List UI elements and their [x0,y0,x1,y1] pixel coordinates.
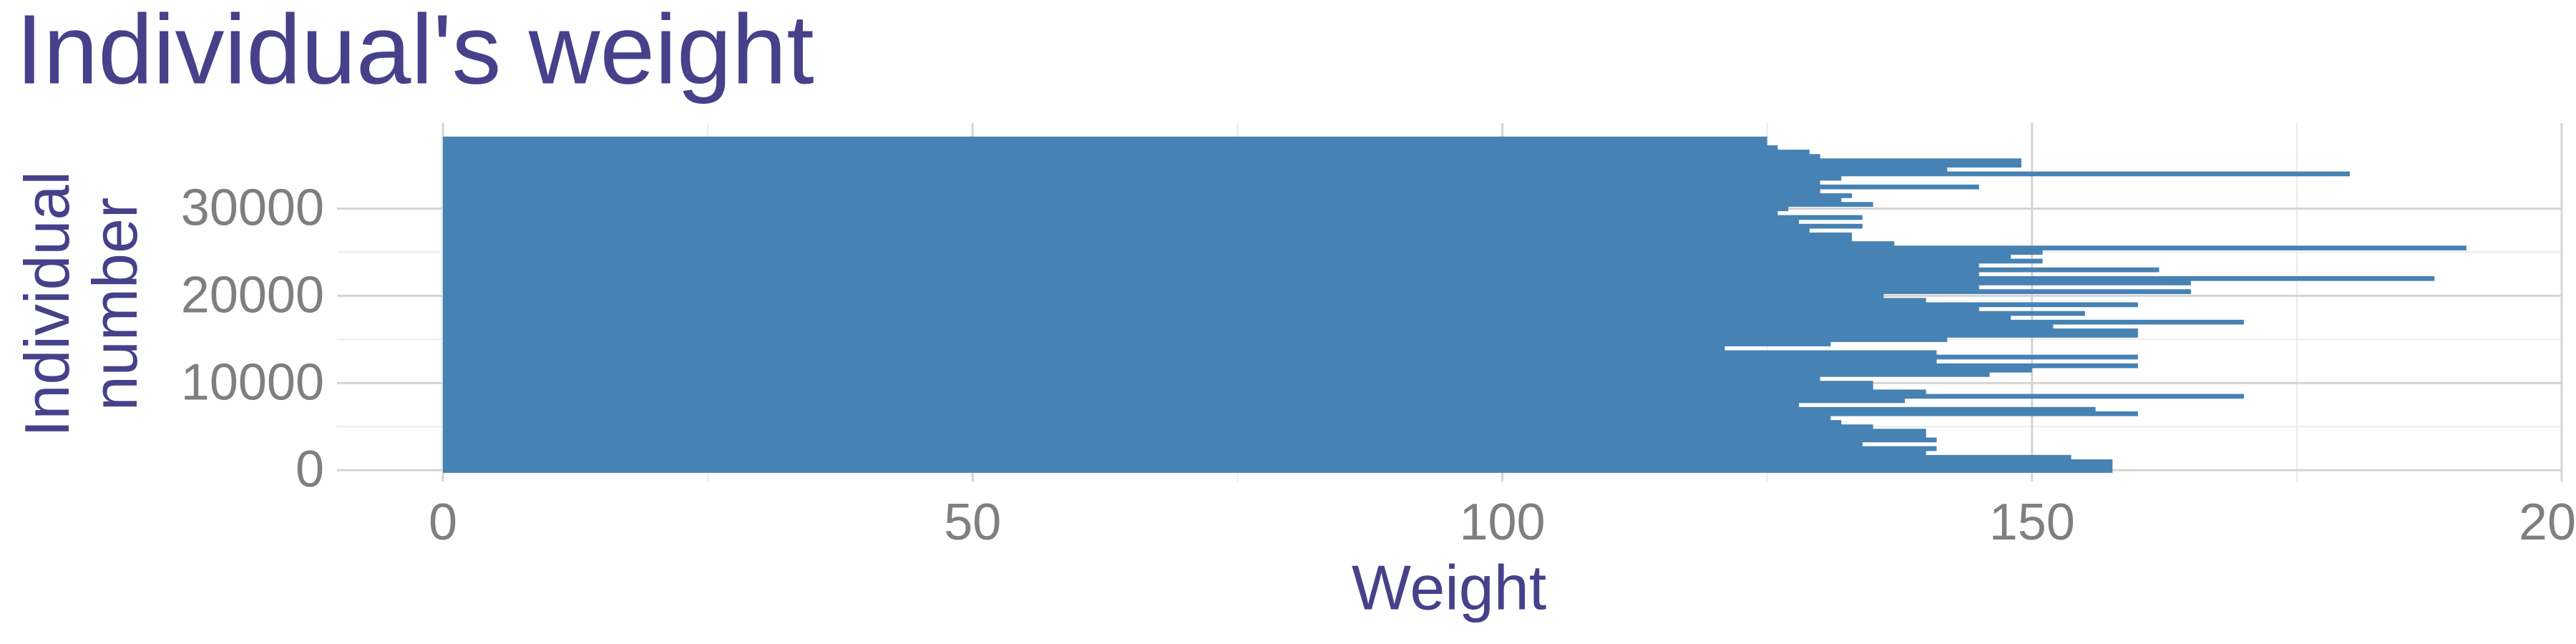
bar [443,150,1810,155]
bar [443,367,2032,373]
bar [443,171,2350,177]
bar [443,323,2054,329]
bar [443,424,1873,429]
bar [443,145,1778,150]
bar [443,197,1842,203]
bar [443,167,1948,172]
bar [443,189,1820,194]
bar [443,354,2138,360]
bar [443,398,1906,404]
bar [443,140,1767,146]
bar [443,302,2138,308]
bar [443,219,1800,225]
x-tick-label: 150 [1989,494,2075,551]
bar [443,381,1873,386]
x-tick-label: 200 [2519,494,2576,551]
y-tick-label: 0 [296,441,324,498]
bar [443,184,1979,190]
x-tick-label: 0 [429,494,457,551]
y-tick-label: 20000 [181,266,324,323]
bar [443,232,1853,238]
chart-title: Individual's weight [16,0,814,104]
bar [443,433,1926,439]
bar [443,254,2011,260]
bar [443,441,1863,447]
bar [443,210,1778,216]
bar [443,162,2021,168]
y-tick-label: 30000 [181,179,324,236]
bar [443,341,1831,347]
bar [443,293,1884,299]
x-tick-label: 100 [1459,494,1545,551]
bar [443,459,2113,464]
bar [443,154,1820,159]
bar [443,346,1725,351]
bar [443,193,1853,198]
bar [443,411,2138,416]
bar [443,202,1873,208]
bar [443,245,2467,250]
bar [443,311,2085,316]
bar [443,454,2072,460]
bar [443,372,1990,377]
bar [443,464,2113,469]
bar [443,158,2021,164]
bar [443,402,1800,408]
bar [443,315,2011,321]
bar [443,275,2435,281]
bar [443,175,1842,181]
bar [443,468,2113,473]
bar [443,358,1937,364]
x-tick-label: 50 [944,494,1001,551]
bar [443,446,1937,452]
bar [443,350,1937,356]
bar [443,258,2043,264]
bar [443,394,2244,399]
bar [443,420,1842,425]
bar [443,285,1979,290]
x-axis-title: Weight [1352,552,1546,623]
bar [443,450,1926,456]
bar [443,263,1979,268]
bar [443,215,1863,220]
bar [443,206,1789,212]
bar [443,241,1895,246]
bar [443,136,1767,142]
bar [443,250,2043,255]
bar [443,376,1820,381]
bar [443,406,2096,412]
bar [443,280,2191,286]
bar [443,385,1873,390]
bar [443,223,1863,229]
bar [443,228,1810,233]
y-tick-label: 10000 [181,353,324,411]
bar [443,267,2160,273]
bar [443,363,2138,369]
bar [443,337,1948,342]
bar [443,389,1926,395]
bar [443,237,1853,242]
bar [443,328,2138,333]
bar [443,415,1831,421]
bar [443,333,2138,338]
bar [443,180,1820,185]
y-axis-title: Individual number [11,171,150,437]
bar [443,298,1926,303]
bar [443,429,1926,434]
bar [443,306,1979,312]
bar [443,271,1979,277]
bar [443,319,2244,325]
bar [443,289,2191,294]
bar [443,437,1937,443]
